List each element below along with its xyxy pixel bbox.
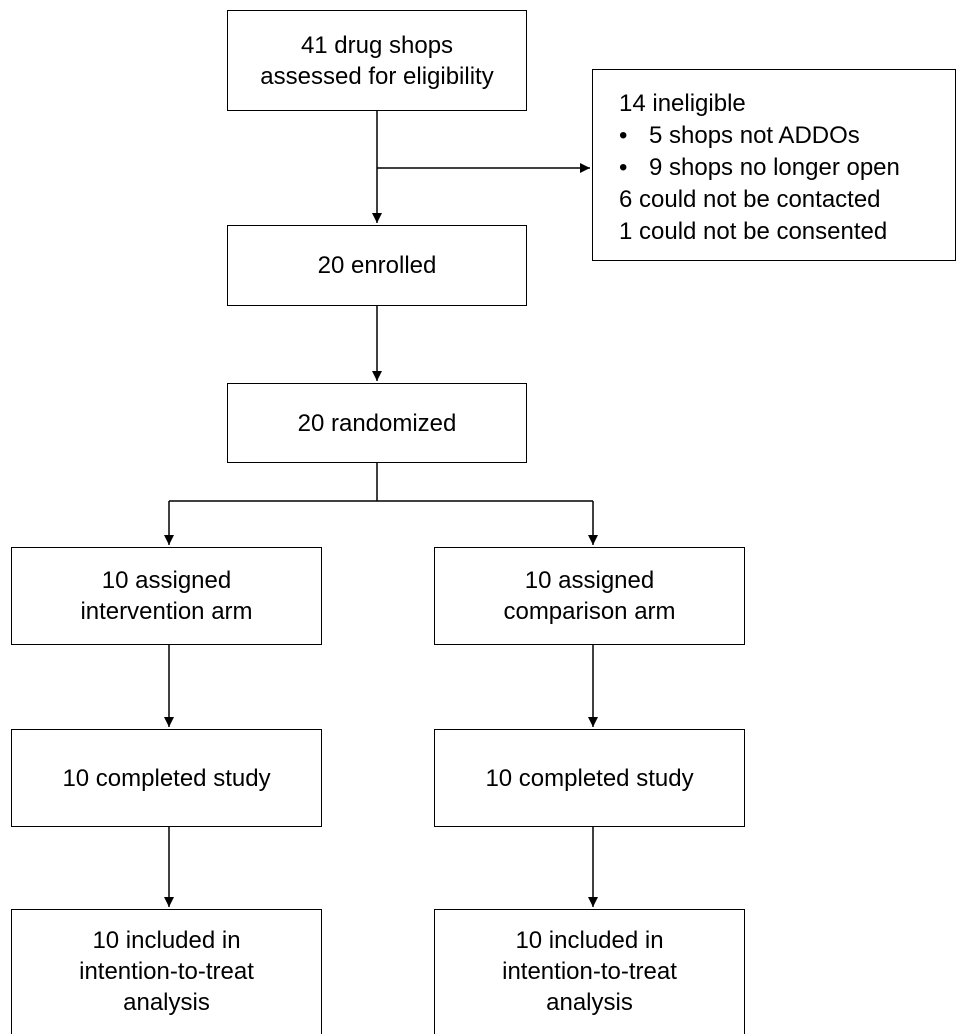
enrolled-box: 20 enrolled [227,225,527,306]
ineligible-count: 14 ineligible [619,90,746,117]
comparison-assigned-line-2: comparison arm [503,598,676,625]
intervention-completed-box: 10 completed study [11,729,322,827]
randomized-label: 20 randomized [297,409,457,437]
intervention-analysis-line-3: analysis [123,988,210,1016]
comparison-completed-box: 10 completed study [434,729,745,827]
assessed-line-2: assessed for eligibility [260,62,494,90]
comparison-analysis-box: 10 included in intention-to-treat analys… [434,909,745,1034]
comparison-analysis-line-3: analysis [546,988,633,1016]
intervention-analysis-line-1: 10 included in [92,926,241,954]
comparison-analysis-line-2: intention-to-treat [502,957,677,985]
comparison-assigned-line-1: 10 assigned [524,567,655,594]
comparison-assigned-box: 10 assigned comparison arm [434,547,745,645]
assessed-line-1: 41 drug shops [300,31,454,59]
enrolled-label: 20 enrolled [317,252,437,279]
intervention-completed-label: 10 completed study [62,764,271,792]
comparison-completed-label: 10 completed study [485,764,694,792]
exclusions-box: 14 ineligible • 5 shops not ADDOs • 9 shop… [592,69,956,261]
intervention-analysis-line-2: intention-to-treat [79,957,254,985]
intervention-assigned-box: 10 assigned intervention arm [11,547,322,645]
intervention-assigned-line-2: intervention arm [80,598,253,625]
comparison-analysis-line-1: 10 included in [515,926,664,954]
randomized-box: 20 randomized [227,383,527,463]
reason-no-longer-open: • 9 shops no longer open [619,152,955,184]
assessed-box: 41 drug shops assessed for eligibility [227,10,527,111]
reason-no-longer-open-text: 9 shops no longer open [649,154,900,181]
reason-not-addos: • 5 shops not ADDOs [619,120,955,152]
reason-not-addos-text: 5 shops not ADDOs [649,122,860,149]
intervention-analysis-box: 10 included in intention-to-treat analys… [11,909,322,1034]
intervention-assigned-line-1: 10 assigned [101,567,232,594]
not-consented-count: 1 could not be consented [619,218,888,245]
bullet-marker: • [619,154,628,181]
bullet-marker: • [619,122,628,149]
not-contacted-count: 6 could not be contacted [619,186,881,213]
